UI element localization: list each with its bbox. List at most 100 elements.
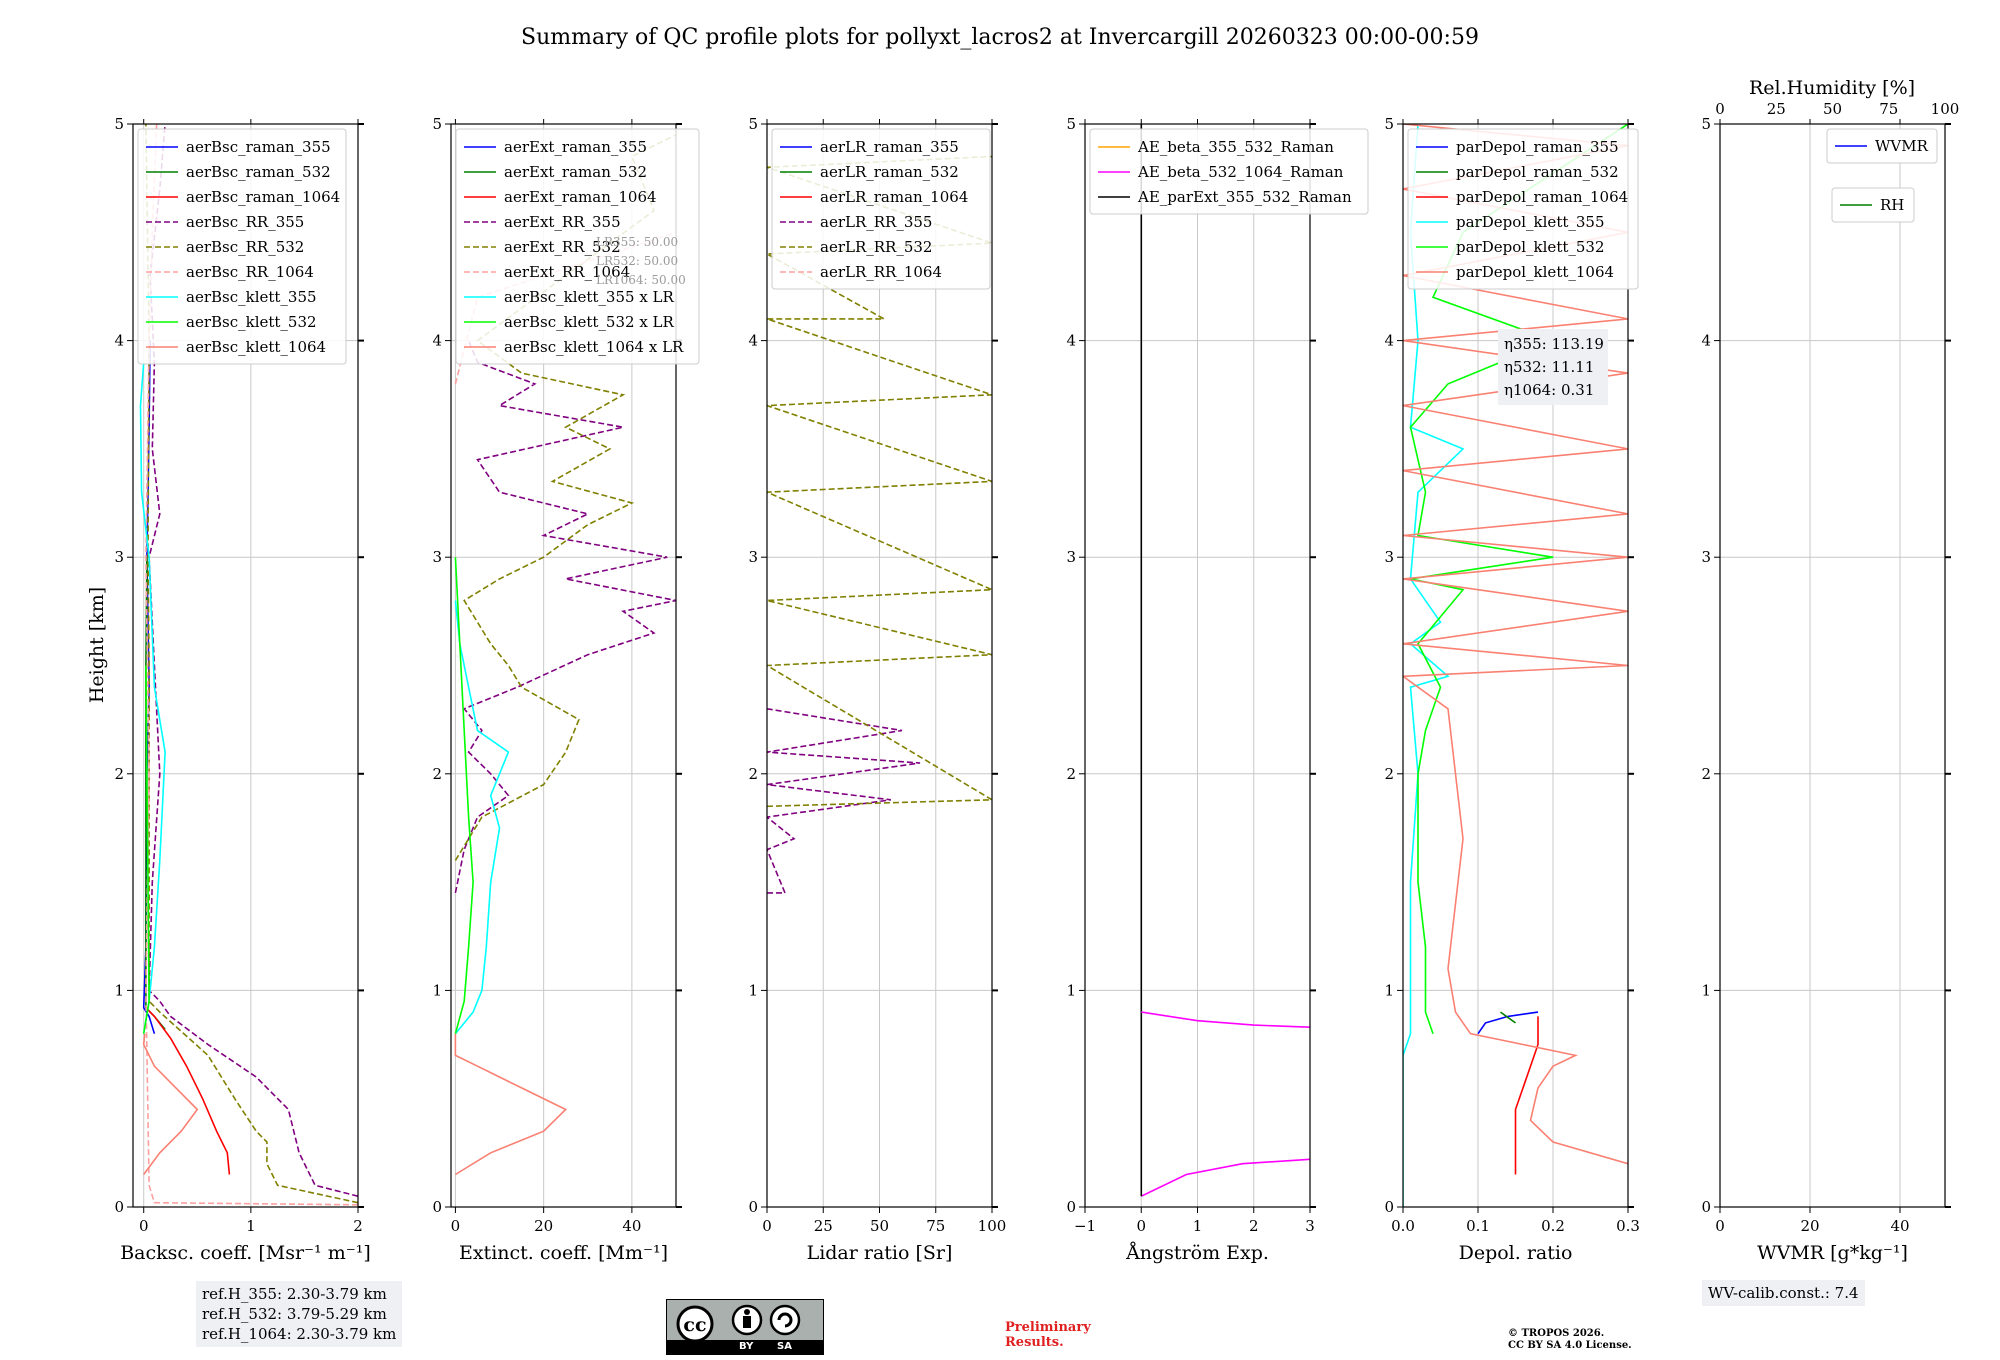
x-tick-label: 0.3 [1616,1217,1640,1235]
legend-label: aerLR_RR_355 [820,213,932,231]
y-tick-label: 2 [114,765,124,783]
eta-value: η355: 113.19 [1504,335,1604,353]
series-parDepol_raman_532 [1500,1011,1516,1024]
legend-label: AE_beta_532_1064_Raman [1137,163,1344,181]
series-aerBsc_klett_1064 x LR [454,1033,568,1176]
x-tick-label: 0 [1136,1217,1146,1235]
x-tick-label: 100 [978,1217,1007,1235]
series-aerExt_RR_355 [454,340,676,894]
top-axis-label: Rel.Humidity [%] [1749,77,1915,99]
x-tick-label: 3 [1305,1217,1315,1235]
y-tick-label: 0 [1066,1198,1076,1216]
x-axis-label: Depol. ratio [1459,1242,1573,1264]
legend-box [1089,128,1369,215]
x-tick-label: 0.1 [1466,1217,1490,1235]
x-tick-label: 0 [139,1217,149,1235]
top-tick-label: 0 [1715,100,1725,118]
legend-label: aerBsc_klett_1064 x LR [504,338,684,356]
legend-label: parDepol_klett_355 [1456,213,1605,231]
y-tick-label: 4 [1066,332,1076,350]
legend-label: aerBsc_raman_532 [186,163,331,181]
preliminary-note: Preliminary Results. [1005,1320,1091,1350]
y-tick-label: 4 [432,332,442,350]
legend-label: aerExt_raman_532 [504,163,647,181]
eta-value: η1064: 0.31 [1504,381,1594,399]
legend-label: aerLR_raman_1064 [820,188,968,206]
x-axis-label: WVMR [g*kg⁻¹] [1757,1242,1908,1264]
legend-label: aerBsc_RR_355 [186,213,304,231]
x-tick-label: 2 [353,1217,363,1235]
y-tick-label: 4 [114,332,124,350]
legend-label: aerBsc_RR_532 [186,238,304,256]
y-tick-label: 4 [1701,332,1711,350]
license-cc-text: cc [683,1314,706,1336]
refh-532: ref.H_532: 3.79-5.29 km [202,1305,387,1323]
y-tick-label: 5 [1384,115,1394,133]
y-tick-label: 3 [114,548,124,566]
y-tick-label: 1 [432,981,442,999]
y-tick-label: 5 [1066,115,1076,133]
y-tick-label: 2 [1066,765,1076,783]
legend-box [1407,128,1639,290]
y-tick-label: 5 [1701,115,1711,133]
series-aerBsc_klett_532 [142,665,150,1034]
legend-label: parDepol_raman_355 [1456,138,1619,156]
y-tick-label: 1 [748,981,758,999]
series-extra [1141,1011,1310,1028]
y-tick-label: 0 [1384,1198,1394,1216]
legend-label: parDepol_raman_532 [1456,163,1619,181]
x-tick-label: 20 [1800,1217,1819,1235]
x-tick-label: 2 [1249,1217,1259,1235]
copyright-line-2: CC BY SA 4.0 License. [1508,1340,1632,1351]
y-tick-label: 0 [748,1198,758,1216]
legend-box [455,128,700,365]
legend-label: aerBsc_RR_1064 [186,263,314,281]
eta-box [1498,329,1608,405]
y-tick-label: 2 [1701,765,1711,783]
cc-by-sa-badge: cc BY SA [666,1299,824,1355]
legend-label: aerLR_raman_355 [820,138,959,156]
eta-value: η532: 11.11 [1504,358,1594,376]
legend-label: aerBsc_raman_1064 [186,188,340,206]
y-tick-label: 2 [748,765,758,783]
top-tick-label: 75 [1879,100,1898,118]
series-aerBsc_RR_532 [145,124,358,1204]
legend-label: aerExt_raman_1064 [504,188,657,206]
legend-box [1826,128,1938,164]
y-tick-label: 5 [748,115,758,133]
refh-1064: ref.H_1064: 2.30-3.79 km [202,1325,397,1343]
top-tick-label: 50 [1823,100,1842,118]
wv-calib-const: WV-calib.const.: 7.4 [1708,1284,1859,1302]
x-tick-label: 40 [1890,1217,1909,1235]
axes-frame [450,123,677,1208]
legend-label: aerExt_RR_1064 [504,263,630,281]
series-aerBsc_klett_355 x LR [454,600,510,1035]
preliminary-line-2: Results. [1005,1335,1064,1350]
x-tick-label: 1 [246,1217,256,1235]
y-tick-label: 0 [1701,1198,1711,1216]
series-aerBsc_klett_355 [139,362,166,1034]
top-tick-label: 100 [1931,100,1960,118]
y-tick-label: 4 [748,332,758,350]
x-axis-label: Backsc. coeff. [Msr⁻¹ m⁻¹] [120,1242,371,1264]
y-tick-label: 1 [114,981,124,999]
x-tick-label: −1 [1074,1217,1096,1235]
legend-label: aerExt_RR_532 [504,238,621,256]
y-tick-label: 0 [114,1198,124,1216]
legend-label: parDepol_klett_532 [1456,238,1605,256]
x-tick-label: 50 [870,1217,889,1235]
legend-label: aerExt_RR_355 [504,213,621,231]
panel-lidar_ratio: 0 25 50 75 100 0 1 2 3 4 5 Lidar ratio [Sr] aerLR_ra… [748,115,1006,1264]
axes-frame [132,123,359,1208]
y-tick-label: 3 [1384,548,1394,566]
x-axis-label: Ångström Exp. [1125,1242,1269,1264]
preliminary-line-1: Preliminary [1005,1320,1091,1335]
license-sa: SA [777,1341,792,1352]
series-parDepol_raman_1064 [1514,1016,1539,1175]
y-tick-label: 1 [1701,981,1711,999]
x-tick-label: 75 [926,1217,945,1235]
y-tick-label: 4 [1384,332,1394,350]
y-axis-label: Height [km] [86,587,108,703]
